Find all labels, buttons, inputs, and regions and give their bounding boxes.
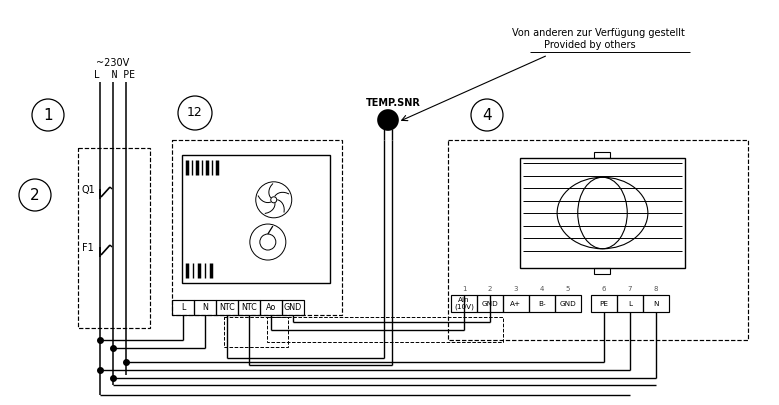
Text: Von anderen zur Verfügung gestellt: Von anderen zur Verfügung gestellt — [512, 28, 685, 38]
Text: ~230V: ~230V — [97, 58, 129, 68]
Bar — [477, 295, 503, 312]
Text: GND: GND — [559, 301, 576, 307]
Bar — [282, 300, 304, 315]
Text: Ao: Ao — [266, 303, 277, 312]
Text: 2: 2 — [30, 188, 40, 202]
Text: PE: PE — [600, 301, 608, 307]
Bar — [260, 300, 282, 315]
Bar — [594, 152, 611, 158]
Text: A+: A+ — [510, 301, 522, 307]
Text: 1: 1 — [43, 107, 53, 122]
Text: 1: 1 — [462, 286, 467, 292]
Bar — [182, 155, 330, 283]
Text: 2: 2 — [488, 286, 492, 292]
Bar — [591, 295, 617, 312]
Text: L: L — [181, 303, 185, 312]
Text: B-: B- — [538, 301, 546, 307]
Text: N: N — [202, 303, 208, 312]
Bar — [78, 148, 150, 328]
Bar — [594, 268, 611, 274]
Text: 3: 3 — [513, 286, 518, 292]
Text: 7: 7 — [628, 286, 633, 292]
Text: 12: 12 — [187, 107, 203, 119]
Bar — [643, 295, 669, 312]
Bar — [503, 295, 529, 312]
Text: TEMP.SNR: TEMP.SNR — [365, 98, 421, 108]
Text: Q1: Q1 — [82, 185, 96, 195]
Text: 4: 4 — [482, 107, 492, 122]
Text: NTC: NTC — [241, 303, 257, 312]
Text: NTC: NTC — [219, 303, 235, 312]
Bar — [172, 140, 342, 315]
Bar — [267, 317, 503, 342]
Bar — [520, 158, 685, 268]
Circle shape — [378, 110, 398, 130]
Text: 4: 4 — [540, 286, 545, 292]
Text: Ain
(10V): Ain (10V) — [454, 297, 474, 310]
Text: Provided by others: Provided by others — [545, 40, 636, 50]
Bar — [238, 300, 260, 315]
Bar — [529, 295, 555, 312]
Bar — [448, 140, 748, 340]
Text: 6: 6 — [601, 286, 606, 292]
Text: N: N — [654, 301, 659, 307]
Text: L  N PE: L N PE — [94, 70, 136, 80]
Text: GND: GND — [481, 301, 499, 307]
Bar — [216, 300, 238, 315]
Text: L: L — [628, 301, 632, 307]
Text: GND: GND — [284, 303, 302, 312]
Bar — [172, 300, 194, 315]
Text: 8: 8 — [654, 286, 658, 292]
Bar — [617, 295, 643, 312]
Text: F1: F1 — [82, 243, 93, 253]
Bar — [194, 300, 216, 315]
Bar — [224, 317, 288, 347]
Bar — [451, 295, 477, 312]
Bar — [555, 295, 581, 312]
Text: 5: 5 — [566, 286, 570, 292]
